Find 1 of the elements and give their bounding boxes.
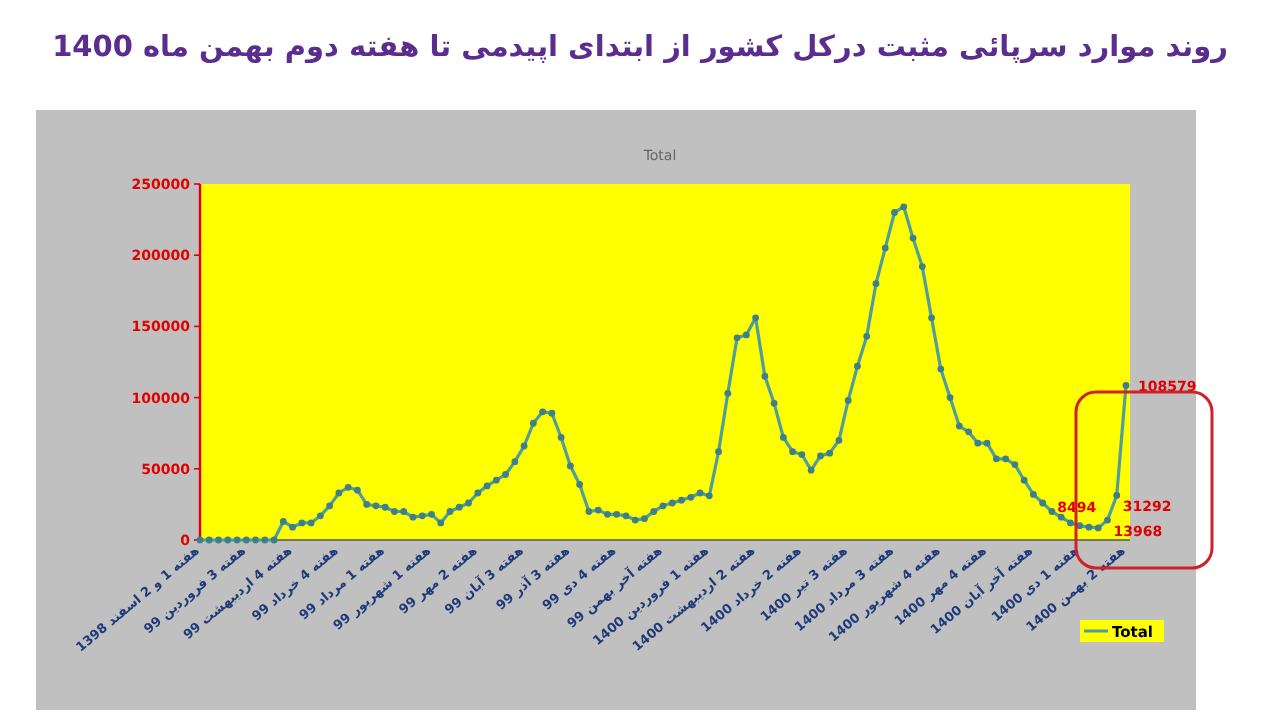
- chart-title: روند موارد سرپائی مثبت درکل کشور از ابتدای اپیدمی تا هفته دوم بهمن ماه 1400: [52, 32, 1228, 64]
